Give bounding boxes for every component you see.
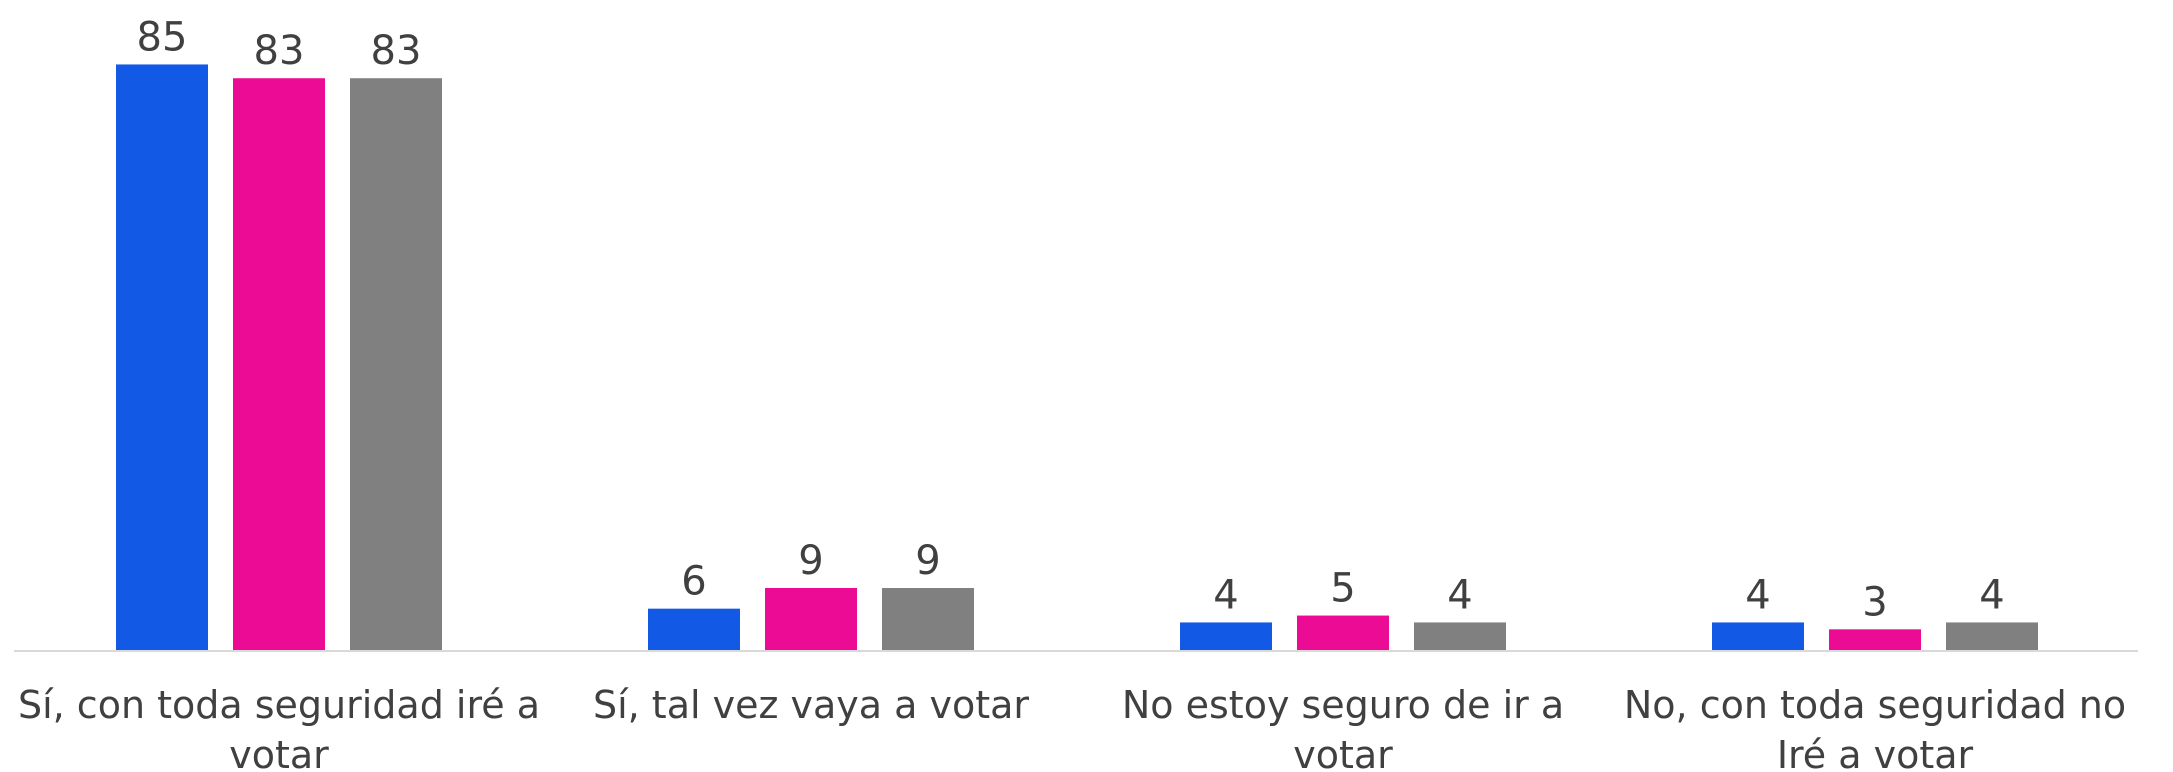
bar [116, 64, 208, 650]
value-label: 6 [681, 559, 706, 605]
bar [765, 588, 857, 650]
value-label: 4 [1213, 572, 1238, 618]
value-label: 9 [798, 538, 823, 584]
bar [1414, 622, 1506, 650]
bar [1180, 622, 1272, 650]
bar [1712, 622, 1804, 650]
x-tick-label: No, con toda seguridad no Iré a votar [1623, 683, 2127, 772]
bar [350, 78, 442, 650]
value-label: 83 [254, 28, 305, 74]
value-label: 4 [1745, 572, 1770, 618]
value-label: 4 [1447, 572, 1472, 618]
bar [1297, 615, 1389, 650]
value-label: 9 [915, 538, 940, 584]
value-label: 85 [137, 14, 188, 60]
x-tick-label: No estoy seguro de ir a votar [1121, 683, 1565, 772]
value-label: 83 [371, 28, 422, 74]
bar [1946, 622, 2038, 650]
x-tick-label: Sí, tal vez vaya a votar [592, 683, 1030, 727]
bar [233, 78, 325, 650]
x-tick-label: Sí, con toda seguridad iré a votar [17, 683, 541, 772]
bar [1829, 629, 1921, 650]
bar [882, 588, 974, 650]
value-label: 5 [1330, 566, 1355, 612]
value-label: 3 [1862, 579, 1887, 625]
bar [648, 608, 740, 650]
value-label: 4 [1979, 572, 2004, 618]
